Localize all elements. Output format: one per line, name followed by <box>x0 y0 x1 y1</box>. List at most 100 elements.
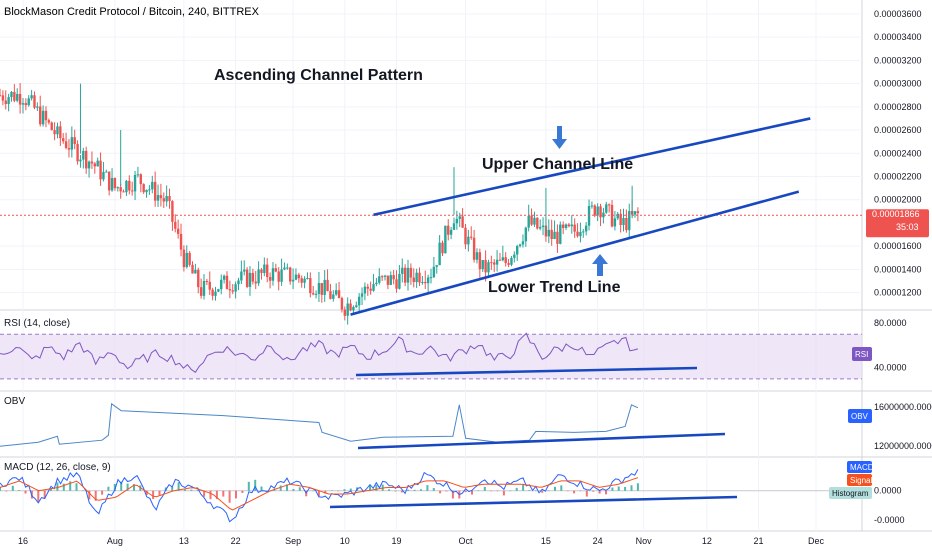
candle[interactable] <box>102 171 105 180</box>
candle[interactable] <box>220 279 223 290</box>
candle[interactable] <box>142 184 145 193</box>
candle[interactable] <box>369 288 372 291</box>
candle[interactable] <box>245 269 249 287</box>
candle[interactable] <box>85 150 88 169</box>
candle[interactable] <box>472 237 476 260</box>
candle[interactable] <box>27 98 30 106</box>
candle[interactable] <box>628 211 631 231</box>
candle[interactable] <box>128 180 131 191</box>
candle[interactable] <box>363 286 367 294</box>
candle[interactable] <box>605 204 608 213</box>
candle[interactable] <box>547 229 551 237</box>
candle[interactable] <box>467 236 470 245</box>
candle[interactable] <box>372 284 375 291</box>
candle[interactable] <box>625 217 628 231</box>
candle[interactable] <box>197 269 200 288</box>
upper-channel-line[interactable] <box>373 117 811 217</box>
candle[interactable] <box>16 93 19 101</box>
candle[interactable] <box>44 110 48 121</box>
candle[interactable] <box>297 274 301 279</box>
candle[interactable] <box>452 223 456 230</box>
candle[interactable] <box>395 279 398 289</box>
candle[interactable] <box>530 215 533 225</box>
candle[interactable] <box>79 159 82 162</box>
candle[interactable] <box>231 290 234 292</box>
candle[interactable] <box>62 138 65 142</box>
candle[interactable] <box>294 274 298 280</box>
candle[interactable] <box>590 205 594 207</box>
candle[interactable] <box>156 195 160 201</box>
candle[interactable] <box>0 95 2 97</box>
candle[interactable] <box>613 218 617 227</box>
candle[interactable] <box>59 126 62 139</box>
candle[interactable] <box>30 95 33 99</box>
candle[interactable] <box>401 267 404 274</box>
candle[interactable] <box>133 174 137 192</box>
candle[interactable] <box>409 267 413 278</box>
candle[interactable] <box>538 227 542 229</box>
candle[interactable] <box>587 205 591 226</box>
candle[interactable] <box>188 252 191 265</box>
candle[interactable] <box>323 279 326 295</box>
candle[interactable] <box>274 268 278 272</box>
candle[interactable] <box>199 287 203 296</box>
candle[interactable] <box>507 263 510 265</box>
candle[interactable] <box>90 161 94 164</box>
candle[interactable] <box>619 213 622 226</box>
candle[interactable] <box>145 189 148 193</box>
candle[interactable] <box>366 286 369 289</box>
candle[interactable] <box>237 280 240 285</box>
candle[interactable] <box>340 298 344 310</box>
candle[interactable] <box>501 257 505 261</box>
candle[interactable] <box>82 150 85 160</box>
candle[interactable] <box>47 120 51 123</box>
candle[interactable] <box>633 211 637 215</box>
candle[interactable] <box>357 296 361 306</box>
candle[interactable] <box>76 144 79 162</box>
candle[interactable] <box>602 212 605 218</box>
candle[interactable] <box>309 278 312 294</box>
candle[interactable] <box>317 283 321 294</box>
candle[interactable] <box>576 231 579 237</box>
candle[interactable] <box>518 244 522 247</box>
candle[interactable] <box>148 189 151 191</box>
candle[interactable] <box>271 268 275 281</box>
candle[interactable] <box>50 122 53 131</box>
candle[interactable] <box>386 275 390 285</box>
candle[interactable] <box>383 275 387 277</box>
candle[interactable] <box>593 205 596 216</box>
candle[interactable] <box>415 272 418 283</box>
obv-line[interactable] <box>0 402 639 447</box>
candle[interactable] <box>205 280 209 282</box>
candle[interactable] <box>475 252 479 260</box>
candle[interactable] <box>596 206 599 216</box>
candle[interactable] <box>286 267 289 269</box>
candle[interactable] <box>1 95 5 101</box>
candle[interactable] <box>421 281 424 283</box>
candle[interactable] <box>447 225 450 235</box>
candle[interactable] <box>516 246 519 255</box>
candle[interactable] <box>311 293 315 295</box>
candle[interactable] <box>4 100 7 105</box>
candle[interactable] <box>484 259 487 273</box>
candle[interactable] <box>283 267 286 270</box>
candle[interactable] <box>510 257 513 265</box>
rsi-line[interactable] <box>0 332 639 374</box>
candle[interactable] <box>41 110 45 125</box>
candle[interactable] <box>498 259 502 261</box>
candle[interactable] <box>487 262 490 273</box>
candle[interactable] <box>21 103 25 105</box>
candle[interactable] <box>326 279 329 292</box>
candle[interactable] <box>53 130 56 135</box>
candle[interactable] <box>337 290 341 299</box>
candle[interactable] <box>234 284 237 292</box>
candle[interactable] <box>268 276 272 281</box>
candle[interactable] <box>110 177 114 191</box>
candle[interactable] <box>360 293 364 297</box>
candle[interactable] <box>536 217 539 229</box>
candle[interactable] <box>291 279 295 282</box>
candle[interactable] <box>39 106 42 125</box>
candle[interactable] <box>444 225 447 254</box>
candle[interactable] <box>168 196 171 202</box>
candle[interactable] <box>266 264 269 277</box>
